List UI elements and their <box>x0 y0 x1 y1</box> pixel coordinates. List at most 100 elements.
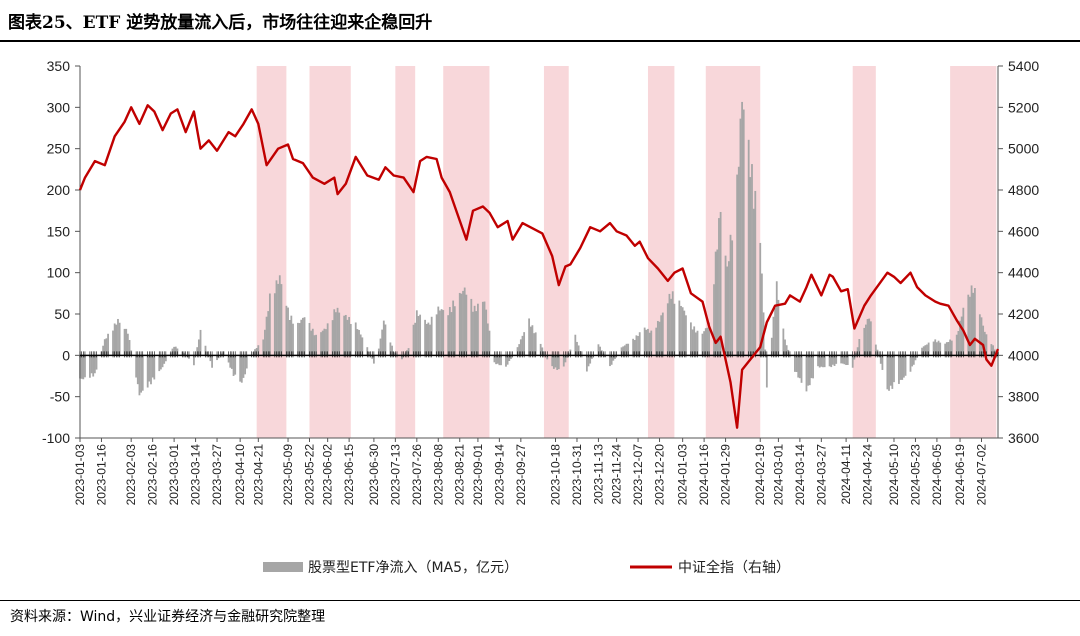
bar <box>89 355 91 378</box>
bar <box>273 293 276 356</box>
bar <box>140 355 142 393</box>
left-tick-label: 200 <box>47 182 71 198</box>
bar <box>633 339 636 356</box>
bar <box>969 296 971 356</box>
x-tick-label: 2024-06-19 <box>953 444 967 506</box>
bar <box>671 291 674 356</box>
bar <box>666 303 669 356</box>
bar <box>777 299 780 356</box>
bar <box>772 316 775 356</box>
bar <box>812 355 814 379</box>
bar <box>125 328 128 356</box>
bar <box>944 343 947 356</box>
bar <box>160 355 162 370</box>
legend-line-label: 中证全指（右轴） <box>678 559 790 576</box>
bar <box>866 319 869 356</box>
bar <box>973 288 976 356</box>
bar <box>518 344 521 356</box>
line-series <box>78 104 1000 429</box>
bar <box>635 335 638 356</box>
bar <box>232 355 235 376</box>
bar <box>153 355 156 380</box>
bar <box>992 345 994 356</box>
bar <box>275 280 278 356</box>
left-tick-label: 50 <box>54 306 70 322</box>
bar <box>843 355 846 365</box>
bar <box>939 342 942 356</box>
bar <box>898 355 900 384</box>
bar <box>623 345 626 356</box>
legend-bar-label: 股票型ETF净流入（MA5，亿元） <box>308 560 518 576</box>
bar <box>118 322 121 356</box>
right-tick-label: 3600 <box>1008 430 1039 446</box>
bar <box>901 355 904 380</box>
bar <box>985 334 988 356</box>
x-tick-label: 2023-11-24 <box>610 444 624 505</box>
bar <box>673 303 676 356</box>
bar <box>983 331 986 356</box>
left-tick-label: 350 <box>47 58 71 74</box>
bar <box>625 343 628 356</box>
bar <box>585 355 588 372</box>
bar <box>818 355 821 368</box>
bar <box>851 355 854 368</box>
bar <box>551 355 554 367</box>
bar <box>810 355 813 379</box>
bar <box>437 306 440 356</box>
bar <box>899 355 902 380</box>
bar <box>216 355 218 361</box>
bar <box>257 345 260 356</box>
bar <box>382 320 385 356</box>
bar <box>534 332 537 356</box>
left-tick-label: 300 <box>47 99 71 115</box>
bar <box>244 355 247 375</box>
bar <box>822 355 824 368</box>
bar <box>173 346 176 356</box>
bar <box>914 355 917 361</box>
axes <box>75 65 1003 442</box>
x-tick-label: 2023-09-01 <box>471 444 485 506</box>
bar <box>742 109 745 356</box>
bar <box>668 293 671 356</box>
bar <box>128 340 131 356</box>
bar <box>879 355 882 364</box>
x-tick-label: 2024-04-24 <box>861 444 875 506</box>
bar <box>937 340 940 356</box>
bar <box>498 355 501 366</box>
bar <box>529 326 532 356</box>
bar <box>739 118 742 356</box>
bar <box>889 355 892 386</box>
bar <box>521 335 524 356</box>
bar <box>869 321 872 356</box>
bar <box>784 339 786 356</box>
left-tick-label: 100 <box>47 265 71 281</box>
bar <box>486 323 489 356</box>
right-tick-label: 4800 <box>1008 182 1039 198</box>
bar <box>425 323 428 356</box>
bar <box>681 307 684 356</box>
bar <box>765 355 768 388</box>
bar <box>430 316 433 356</box>
x-tick-label: 2024-01-03 <box>676 444 690 506</box>
bar <box>726 266 729 356</box>
bar <box>105 338 108 356</box>
bar <box>531 325 534 356</box>
bar <box>957 330 960 356</box>
bar <box>589 355 592 364</box>
bar <box>300 319 303 356</box>
bar <box>419 314 422 356</box>
bar <box>107 333 109 356</box>
x-tick-label: 2023-12-20 <box>653 444 667 506</box>
bar <box>564 355 567 363</box>
bar <box>729 234 732 356</box>
bar <box>472 311 474 356</box>
bar <box>335 312 337 356</box>
bar <box>881 355 884 370</box>
bar <box>453 306 456 356</box>
bar <box>136 355 139 385</box>
bar <box>234 355 237 375</box>
bar <box>292 323 294 356</box>
x-tick-label: 2023-04-21 <box>251 444 265 506</box>
bar <box>840 355 843 364</box>
bar <box>556 355 559 370</box>
